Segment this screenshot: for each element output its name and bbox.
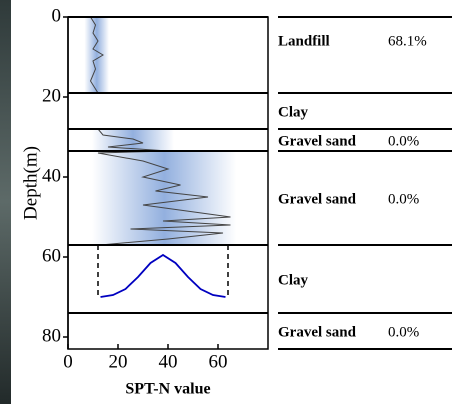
y-axis-label: Depth(m): [20, 146, 41, 220]
layer-percent: 0.0%: [388, 324, 419, 340]
background-photo-strip: [0, 0, 11, 404]
y-tick-label: 60: [42, 245, 61, 266]
layer-name: Clay: [278, 272, 309, 288]
y-tick-label: 80: [42, 325, 61, 346]
x-tick-label: 60: [209, 351, 228, 372]
layer-percent: 68.1%: [388, 33, 427, 49]
spt-profile: [89, 16, 104, 94]
x-axis-label: SPT-N value: [125, 381, 210, 398]
spt-band: [84, 17, 109, 93]
spt-profile: [97, 128, 169, 152]
x-tick-label: 40: [159, 351, 178, 372]
layer-name: Gravel sand: [278, 133, 357, 149]
layer-percent: 0.0%: [388, 133, 419, 149]
layer-percent: 0.0%: [388, 191, 419, 207]
spt-profile: [97, 150, 231, 246]
spt-band: [92, 129, 174, 151]
x-tick-label: 20: [109, 351, 128, 372]
spt-band: [92, 151, 237, 245]
distribution-curve: [100, 253, 226, 298]
layer-name: Gravel sand: [278, 191, 357, 207]
y-tick-label: 40: [42, 165, 61, 186]
layer-name: Clay: [278, 104, 309, 120]
layer-name: Landfill: [278, 33, 330, 49]
x-tick-label: 0: [63, 351, 73, 372]
y-tick-label: 0: [52, 5, 62, 26]
y-tick-label: 20: [42, 85, 61, 106]
layer-name: Gravel sand: [278, 324, 357, 340]
